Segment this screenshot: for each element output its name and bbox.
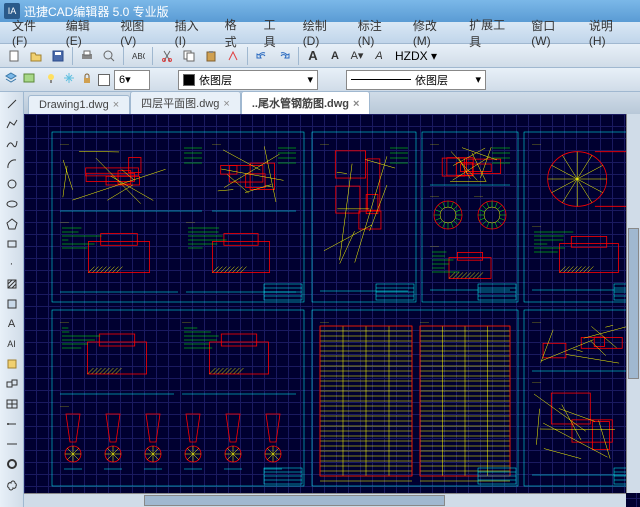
cut-icon[interactable] xyxy=(157,46,177,66)
polyline-tool[interactable] xyxy=(2,114,22,133)
svg-text:———: ——— xyxy=(532,142,541,146)
svg-text:———: ——— xyxy=(430,244,439,248)
svg-text:———: ——— xyxy=(60,220,69,224)
layer-color-dropdown[interactable]: 依图层▾ xyxy=(178,70,318,90)
document-tab[interactable]: 四层平面图.dwg× xyxy=(130,91,241,114)
freeze-icon[interactable] xyxy=(62,71,76,88)
svg-text:———: ——— xyxy=(186,220,195,224)
horizontal-scrollbar[interactable] xyxy=(24,493,626,507)
block-tool[interactable] xyxy=(2,354,22,373)
ray-tool[interactable] xyxy=(2,414,22,433)
spline-tool[interactable] xyxy=(2,134,22,153)
text-style-icon[interactable]: A xyxy=(369,46,389,66)
cad-drawing: ——— ——— ——— ——— ——— ——— ——— ——— ——— ——— ——— ——— ——— —… xyxy=(24,114,640,507)
point-tool[interactable]: · xyxy=(2,254,22,273)
font-dropdown[interactable]: HZDX ▾ xyxy=(395,49,455,63)
ellipse-tool[interactable] xyxy=(2,194,22,213)
spell-check-icon[interactable]: ABC xyxy=(128,46,148,66)
canvas-wrap: Drawing1.dwg×四层平面图.dwg×..尾水管钢筋图.dwg× ———… xyxy=(24,92,640,507)
rectangle-tool[interactable] xyxy=(2,234,22,253)
svg-text:———: ——— xyxy=(532,224,541,228)
region-tool[interactable] xyxy=(2,294,22,313)
svg-text:———: ——— xyxy=(420,320,429,324)
svg-text:———: ——— xyxy=(532,320,541,324)
layer-mgr-icon[interactable] xyxy=(4,71,18,88)
menu-item[interactable]: 修改(M) xyxy=(405,15,461,50)
menu-item[interactable]: 说明(H) xyxy=(581,15,636,50)
polygon-tool[interactable] xyxy=(2,214,22,233)
circle-tool[interactable] xyxy=(2,174,22,193)
open-file-icon[interactable] xyxy=(26,46,46,66)
mtext-tool[interactable]: AI xyxy=(2,334,22,353)
lineweight-dropdown[interactable]: 6 ▾ xyxy=(114,70,150,90)
tool-palette-draw: · A AI xyxy=(0,92,24,507)
revcloud-tool[interactable] xyxy=(2,474,22,493)
undo-icon[interactable] xyxy=(252,46,272,66)
svg-text:———: ——— xyxy=(60,142,69,146)
line-tool[interactable] xyxy=(2,94,22,113)
document-tabs: Drawing1.dwg×四层平面图.dwg×..尾水管钢筋图.dwg× xyxy=(24,92,640,114)
svg-text:———: ——— xyxy=(60,404,69,408)
menu-bar: 文件(F)编辑(E)视图(V)插入(I)格式工具绘制(D)标注(N)修改(M)扩… xyxy=(0,22,640,44)
table-tool[interactable] xyxy=(2,394,22,413)
close-icon[interactable]: × xyxy=(223,98,229,110)
arc-tool[interactable] xyxy=(2,154,22,173)
svg-text:———: ——— xyxy=(320,320,329,324)
lock-icon[interactable] xyxy=(80,71,94,88)
main-area: · A AI Drawing1.dwg×四层平面图.dwg×..尾水管钢筋图.d… xyxy=(0,92,640,507)
new-file-icon[interactable] xyxy=(4,46,24,66)
scroll-thumb[interactable] xyxy=(628,228,639,380)
svg-text:———: ——— xyxy=(320,142,329,146)
insert-tool[interactable] xyxy=(2,374,22,393)
svg-text:ABC: ABC xyxy=(132,52,145,61)
copy-icon[interactable] xyxy=(179,46,199,66)
linetype-dropdown[interactable]: 依图层▾ xyxy=(346,70,486,90)
save-icon[interactable] xyxy=(48,46,68,66)
print-icon[interactable] xyxy=(77,46,97,66)
text-a-icon[interactable]: A xyxy=(303,46,323,66)
layer-bar: 6 ▾ 依图层▾ 依图层▾ xyxy=(0,68,640,92)
svg-text:———: ——— xyxy=(182,320,191,324)
svg-text:———: ——— xyxy=(430,194,439,198)
color-swatch-icon[interactable] xyxy=(98,74,110,86)
text-tool[interactable]: A xyxy=(2,314,22,333)
print-preview-icon[interactable] xyxy=(99,46,119,66)
drawing-canvas[interactable]: ——— ——— ——— ——— ——— ——— ——— ——— ——— ——— ——— ——— ——— —… xyxy=(24,114,640,507)
svg-text:———: ——— xyxy=(474,194,483,198)
svg-text:———: ——— xyxy=(60,320,69,324)
document-tab[interactable]: Drawing1.dwg× xyxy=(28,95,130,114)
menu-item[interactable]: 窗口(W) xyxy=(523,15,581,50)
scroll-thumb[interactable] xyxy=(144,495,445,506)
layer-prev-icon[interactable] xyxy=(22,71,36,88)
hatch-tool[interactable] xyxy=(2,274,22,293)
document-tab[interactable]: ..尾水管钢筋图.dwg× xyxy=(241,91,371,114)
svg-text:———: ——— xyxy=(430,142,439,146)
bulb-icon[interactable] xyxy=(44,71,58,88)
text-drop-icon[interactable]: A▾ xyxy=(347,46,367,66)
vertical-scrollbar[interactable] xyxy=(626,114,640,493)
paste-icon[interactable] xyxy=(201,46,221,66)
donut-tool[interactable] xyxy=(2,454,22,473)
close-icon[interactable]: × xyxy=(353,98,359,110)
menu-item[interactable]: 扩展工具 xyxy=(461,14,523,52)
text-aa-icon[interactable]: A xyxy=(325,46,345,66)
redo-icon[interactable] xyxy=(274,46,294,66)
svg-text:———: ——— xyxy=(532,380,541,384)
xline-tool[interactable] xyxy=(2,434,22,453)
svg-text:———: ——— xyxy=(212,142,221,146)
close-icon[interactable]: × xyxy=(113,99,119,111)
match-prop-icon[interactable] xyxy=(223,46,243,66)
